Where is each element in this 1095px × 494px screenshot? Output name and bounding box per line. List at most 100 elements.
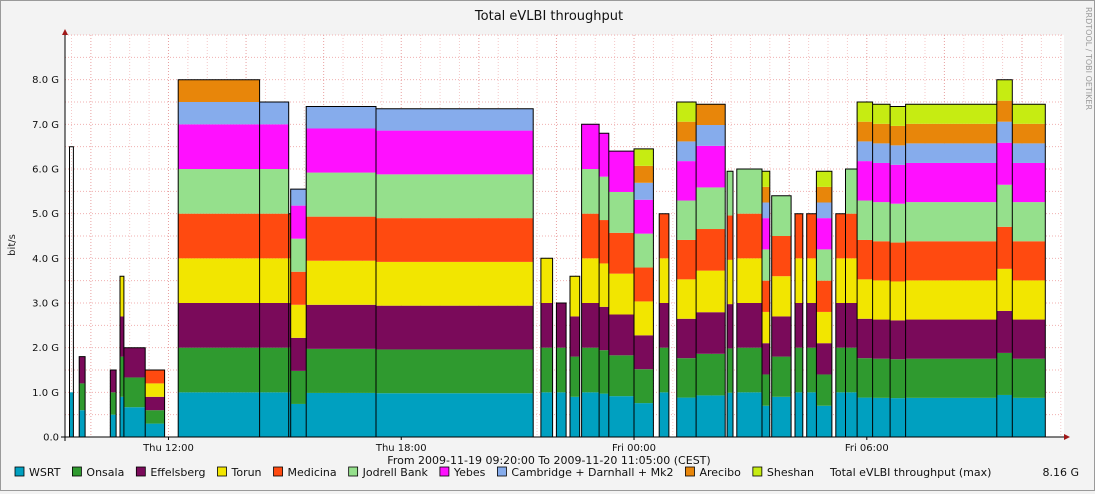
- area-yebes: [259, 124, 289, 169]
- chart-title: Total eVLBI throughput: [474, 9, 623, 24]
- area-wsrt: [581, 392, 600, 437]
- legend-swatch: [752, 466, 763, 477]
- area-onsala: [178, 347, 260, 393]
- area-effelsberg: [376, 305, 534, 350]
- area-cambridge-darnhall-mk2: [306, 106, 377, 129]
- area-jodrell-bank: [599, 176, 609, 221]
- area-medicina: [306, 216, 377, 261]
- area-medicina: [696, 229, 726, 271]
- area-cambridge-darnhall-mk2: [857, 141, 873, 162]
- area-sheshan: [905, 104, 997, 124]
- legend-label: WSRT: [29, 466, 61, 479]
- area-cambridge-darnhall-mk2: [676, 141, 697, 162]
- area-onsala: [845, 347, 858, 393]
- area-onsala: [736, 347, 763, 393]
- area-wsrt: [835, 392, 846, 437]
- x-tick-label: Fri 00:00: [612, 443, 656, 454]
- area-yebes: [696, 145, 726, 188]
- area-yebes: [290, 205, 307, 239]
- area-onsala: [376, 349, 534, 394]
- area-sheshan: [890, 106, 906, 126]
- area-wsrt: [376, 393, 534, 437]
- area-onsala: [835, 347, 846, 393]
- area-onsala: [816, 374, 832, 406]
- area-effelsberg: [857, 318, 873, 359]
- area-arecibo: [178, 79, 260, 102]
- area-arecibo: [1012, 123, 1046, 144]
- area-torun: [1012, 280, 1046, 320]
- x-tick-label: Fri 06:00: [845, 443, 889, 454]
- area-wsrt: [290, 403, 307, 437]
- area-wsrt: [806, 392, 817, 437]
- area-cambridge-darnhall-mk2: [816, 202, 832, 219]
- area-jodrell-bank: [771, 195, 792, 236]
- area-torun: [816, 311, 832, 344]
- area-torun: [905, 280, 997, 320]
- area-effelsberg: [659, 303, 669, 348]
- legend-swatch: [497, 466, 507, 477]
- area-medicina: [581, 213, 600, 259]
- area-cambridge-darnhall-mk2: [696, 125, 726, 146]
- area-sheshan: [1012, 104, 1046, 124]
- area-arecibo: [872, 123, 891, 144]
- area-wsrt: [119, 396, 124, 437]
- area-torun: [996, 268, 1013, 311]
- area-medicina: [806, 213, 817, 259]
- area-onsala: [890, 359, 906, 399]
- area-effelsberg: [835, 303, 846, 348]
- area-medicina: [762, 280, 770, 312]
- area-jodrell-bank: [1012, 202, 1046, 242]
- y-tick-label: 4.0 G: [32, 254, 59, 265]
- area-wsrt: [178, 392, 260, 437]
- area-torun: [570, 276, 580, 317]
- area-onsala: [110, 392, 117, 415]
- area-wsrt: [634, 403, 654, 437]
- area-medicina: [659, 213, 669, 259]
- area-wsrt: [540, 392, 553, 437]
- area-jodrell-bank: [727, 171, 733, 216]
- area-arecibo: [762, 186, 770, 203]
- area-jodrell-bank: [857, 200, 873, 240]
- area-sheshan: [872, 104, 891, 124]
- y-tick-label: 7.0 G: [32, 120, 59, 131]
- y-tick-label: 1.0 G: [32, 388, 59, 399]
- area-jodrell-bank: [872, 202, 891, 242]
- area-onsala: [771, 356, 792, 397]
- area-arecibo: [696, 104, 726, 126]
- area-medicina: [996, 226, 1013, 269]
- area-cambridge-darnhall-mk2: [634, 182, 654, 200]
- area-yebes: [857, 161, 873, 201]
- area-wsrt: [110, 414, 117, 437]
- area-effelsberg: [599, 306, 609, 351]
- area-effelsberg: [556, 303, 567, 348]
- area-yebes: [1012, 162, 1046, 203]
- area-torun: [659, 258, 669, 303]
- area-arecibo: [996, 100, 1013, 122]
- area-wsrt: [996, 394, 1013, 437]
- area-torun: [762, 311, 770, 344]
- area-effelsberg: [581, 303, 600, 348]
- legend-label: Torun: [230, 466, 261, 479]
- area-onsala: [806, 347, 817, 393]
- area-torun: [806, 258, 817, 303]
- area-effelsberg: [570, 316, 580, 357]
- area-torun: [259, 258, 289, 303]
- area-medicina: [736, 213, 763, 259]
- area-jodrell-bank: [306, 172, 377, 217]
- area-medicina: [145, 370, 165, 384]
- area-yebes: [816, 218, 832, 250]
- legend-label: Cambridge + Darnhall + Mk2: [511, 466, 673, 479]
- legend-label: Onsala: [86, 466, 124, 479]
- area-onsala: [608, 355, 635, 397]
- area-medicina: [676, 239, 697, 280]
- area-yebes: [608, 151, 635, 192]
- area-wsrt: [890, 398, 906, 437]
- area-torun: [857, 279, 873, 319]
- area-onsala: [1012, 358, 1046, 398]
- legend-swatch: [273, 466, 283, 477]
- area-onsala: [259, 347, 289, 393]
- area-yebes: [376, 130, 534, 175]
- area-onsala: [119, 356, 124, 397]
